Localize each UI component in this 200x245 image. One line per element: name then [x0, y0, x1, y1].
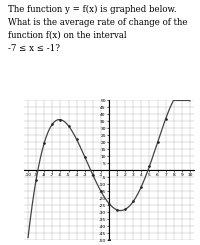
Point	[132, 199, 135, 203]
Point	[67, 124, 70, 128]
Point	[75, 137, 78, 141]
Point	[156, 140, 159, 144]
Point	[107, 238, 111, 242]
Text: The function y = f(x) is graphed below.
What is the average rate of change of th: The function y = f(x) is graphed below. …	[8, 5, 188, 53]
Point	[140, 184, 143, 188]
Point	[124, 207, 127, 211]
Point	[43, 141, 46, 145]
Point	[59, 118, 62, 122]
Point	[99, 189, 103, 193]
Point	[107, 202, 111, 206]
Point	[35, 178, 38, 182]
Point	[83, 155, 86, 159]
Point	[115, 208, 119, 212]
Point	[91, 173, 94, 177]
Point	[148, 164, 151, 168]
Point	[51, 122, 54, 126]
Point	[164, 117, 167, 121]
